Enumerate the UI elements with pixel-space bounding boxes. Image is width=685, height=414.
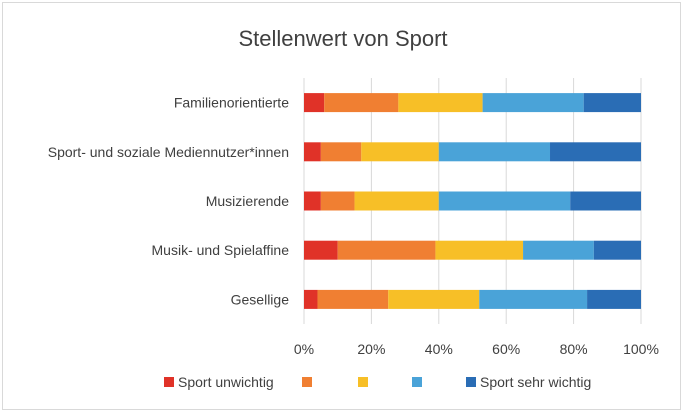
bar-segment-series-2	[324, 93, 399, 113]
chart-title: Stellenwert von Sport	[238, 26, 447, 51]
bar-segment-series-4	[479, 289, 588, 309]
bar-segment-series-5	[583, 93, 641, 113]
bar-segment-series-1	[304, 93, 325, 113]
category-label: Musizierende	[206, 193, 289, 209]
x-tick-label: 100%	[623, 341, 659, 357]
legend-swatch	[302, 377, 312, 387]
category-label: Familienorientierte	[174, 95, 289, 111]
x-tick-label: 0%	[294, 341, 314, 357]
x-tick-labels: 0% 20% 40% 60% 80% 100%	[294, 341, 659, 357]
bar-segment-series-3	[361, 142, 439, 162]
bar-segment-series-1	[304, 191, 321, 211]
legend: Sport unwichtig Sport sehr wichtig	[164, 374, 591, 390]
bar-segment-series-1	[304, 240, 338, 260]
category-labels: Familienorientierte Sport- und soziale Me…	[48, 95, 289, 308]
bar-segment-series-3	[354, 191, 439, 211]
x-tick-label: 80%	[560, 341, 588, 357]
bar-segment-series-5	[587, 289, 641, 309]
x-tick-label: 60%	[492, 341, 520, 357]
bar-segment-series-2	[317, 289, 389, 309]
bar-segment-series-3	[398, 93, 483, 113]
category-label: Musik- und Spielaffine	[152, 242, 290, 258]
legend-swatch	[358, 377, 368, 387]
bar-segment-series-2	[320, 142, 362, 162]
bar-segment-series-1	[304, 289, 318, 309]
bar-segment-series-4	[438, 142, 551, 162]
bar-segment-series-5	[550, 142, 641, 162]
bar-segment-series-2	[320, 191, 355, 211]
bar-segment-series-5	[570, 191, 641, 211]
bar-segment-series-4	[438, 191, 571, 211]
bar-segment-series-3	[435, 240, 524, 260]
legend-label: Sport sehr wichtig	[480, 374, 591, 390]
bar-segment-series-4	[482, 93, 584, 113]
x-tick-label: 40%	[425, 341, 453, 357]
legend-label: Sport unwichtig	[178, 374, 274, 390]
bar-segment-series-1	[304, 142, 321, 162]
bar-segment-series-2	[337, 240, 436, 260]
legend-swatch	[164, 377, 174, 387]
category-label: Sport- und soziale Mediennutzer*innen	[48, 144, 289, 160]
bar-segment-series-5	[593, 240, 641, 260]
bar-segment-series-4	[523, 240, 594, 260]
legend-swatch	[412, 377, 422, 387]
category-label: Gesellige	[231, 291, 290, 307]
x-tick-label: 20%	[357, 341, 385, 357]
bars	[304, 93, 641, 309]
bar-segment-series-3	[388, 289, 480, 309]
legend-swatch	[466, 377, 476, 387]
